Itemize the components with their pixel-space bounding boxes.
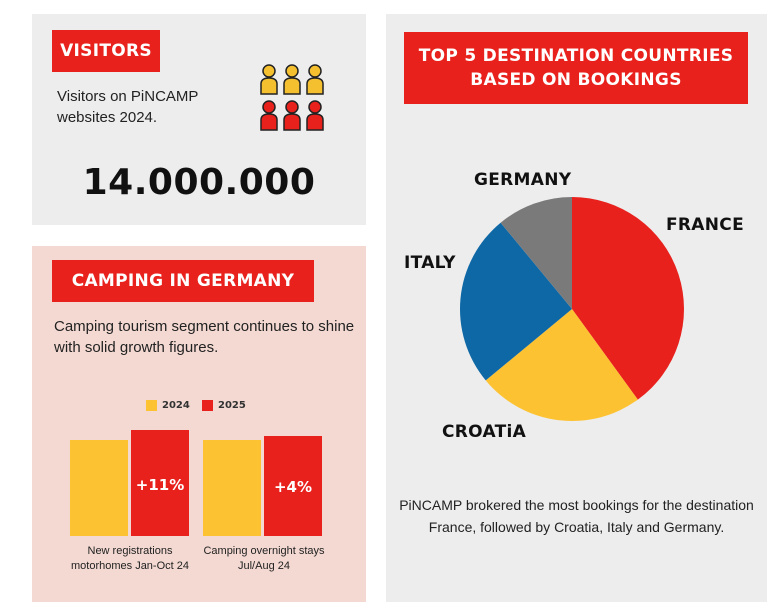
pie-label-germany: GERMANY: [474, 170, 572, 190]
person-body-icon: [283, 113, 301, 131]
pie-slice-italy: [460, 222, 572, 381]
destination-pie-chart: [460, 197, 684, 421]
person-body-icon: [283, 77, 301, 95]
destinations-caption: PiNCAMP brokered the most bookings for t…: [399, 497, 754, 535]
pie-slice-germany: [500, 197, 572, 309]
person-body-icon: [306, 113, 324, 131]
people-group-icon: [260, 64, 324, 131]
bar-overnight-2024: [203, 440, 261, 536]
destinations-title: TOP 5 DESTINATION COUNTRIES BASED ON BOO…: [404, 32, 748, 104]
person-head-icon: [308, 100, 322, 114]
visitors-title: VISITORS: [52, 30, 160, 72]
bar-change-overnight: +4%: [273, 478, 313, 496]
visitors-description: Visitors on PiNCAMP websites 2024.: [57, 88, 199, 126]
pie-slice-france: [572, 197, 684, 400]
bar-overnight-2025: +4%: [264, 436, 322, 536]
person-head-icon: [308, 64, 322, 78]
legend-label-2025: 2025: [218, 400, 246, 411]
person-body-icon: [260, 77, 278, 95]
group-label-registrations: New registrations motorhomes Jan-Oct 24: [71, 545, 189, 572]
camping-description: Camping tourism segment continues to shi…: [54, 318, 355, 356]
person-head-icon: [285, 64, 299, 78]
visitors-count: 14.000.000: [82, 162, 316, 203]
legend-swatch-2024: [146, 400, 157, 411]
camping-title: CAMPING IN GERMANY: [52, 260, 314, 302]
pie-label-croatia: CROATiA: [442, 422, 527, 442]
legend-item-2024: 2024: [146, 400, 190, 411]
person-head-icon: [262, 100, 276, 114]
bar-change-registrations: +11%: [135, 476, 185, 494]
camping-panel: CAMPING IN GERMANY Camping tourism segme…: [32, 246, 366, 602]
legend-item-2025: 2025: [202, 400, 246, 411]
bar-registrations-2024: [70, 440, 128, 536]
destinations-panel: TOP 5 DESTINATION COUNTRIES BASED ON BOO…: [386, 14, 767, 602]
legend-label-2024: 2024: [162, 400, 190, 411]
group-label-overnight: Camping overnight stays Jul/Aug 24: [203, 545, 325, 572]
person-body-icon: [260, 113, 278, 131]
legend-swatch-2025: [202, 400, 213, 411]
person-head-icon: [285, 100, 299, 114]
visitors-panel: VISITORS Visitors on PiNCAMP websites 20…: [32, 14, 366, 225]
bar-registrations-2025: +11%: [131, 430, 189, 536]
pie-slice-croatia: [485, 309, 638, 421]
person-body-icon: [306, 77, 324, 95]
pie-label-france: FRANCE: [666, 215, 744, 235]
pie-label-italy: ITALY: [404, 253, 456, 273]
person-head-icon: [262, 64, 276, 78]
